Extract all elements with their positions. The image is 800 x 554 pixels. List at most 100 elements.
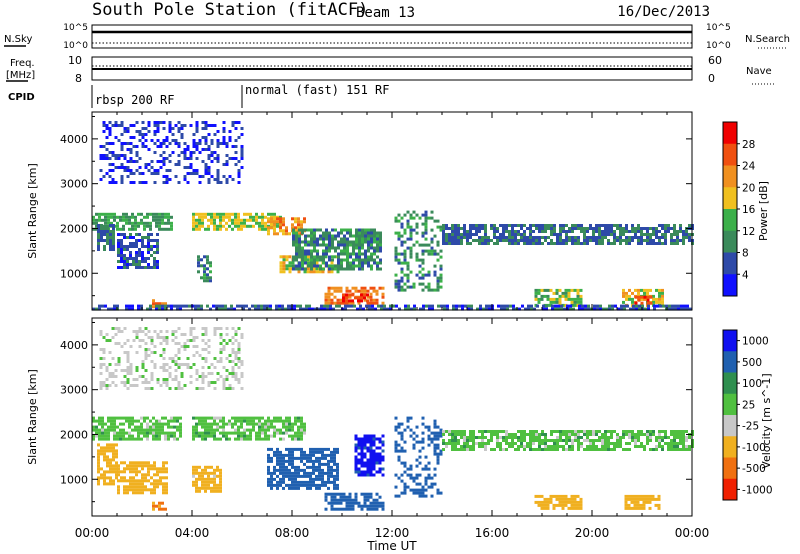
data-cell — [327, 468, 330, 472]
data-cell — [536, 304, 539, 308]
data-cell — [231, 218, 234, 222]
data-cell — [180, 375, 184, 378]
data-band — [92, 304, 692, 311]
data-cell — [135, 467, 138, 471]
data-cell — [291, 226, 294, 230]
data-band — [117, 461, 168, 495]
data-cell — [637, 430, 640, 433]
data-cell — [490, 433, 493, 436]
data-cell — [100, 230, 103, 233]
data-cell — [463, 236, 466, 239]
data-cell — [158, 227, 161, 231]
data-cell — [135, 257, 138, 260]
data-cell — [192, 336, 196, 339]
data-cell — [333, 477, 336, 481]
data-cell — [628, 433, 631, 436]
data-cell — [682, 236, 685, 239]
data-cell — [117, 363, 121, 366]
data-cell — [546, 497, 550, 501]
data-cell — [204, 437, 207, 441]
data-cell — [328, 231, 331, 235]
data-cell — [676, 433, 679, 436]
data-cell — [540, 494, 544, 498]
data-cell — [309, 459, 312, 463]
data-cell — [622, 233, 625, 236]
data-cell — [225, 221, 228, 225]
data-cell — [171, 151, 175, 154]
data-cell — [186, 166, 190, 169]
data-cell — [643, 445, 646, 448]
data-cell — [164, 307, 167, 311]
data-cell — [607, 224, 610, 227]
data-cell — [430, 476, 434, 480]
data-cell — [219, 431, 222, 435]
data-cell — [294, 431, 297, 435]
data-cell — [303, 474, 306, 478]
data-cell — [589, 430, 592, 433]
data-cell — [107, 224, 110, 228]
data-cell — [213, 327, 217, 330]
data-cell — [167, 437, 170, 441]
data-cell — [664, 442, 667, 445]
data-cell — [315, 459, 318, 463]
data-cell — [140, 428, 143, 432]
data-cell — [418, 461, 422, 465]
data-cell — [152, 416, 155, 420]
data-cell — [195, 336, 199, 339]
data-cell — [358, 246, 361, 250]
data-cell — [144, 485, 147, 489]
data-cell — [219, 419, 222, 423]
data-cell — [333, 498, 337, 502]
data-cell — [318, 447, 321, 451]
data-cell — [153, 464, 156, 468]
data-cell — [523, 242, 526, 245]
data-cell — [228, 157, 232, 160]
data-cell — [258, 422, 261, 426]
data-cell — [149, 304, 152, 308]
data-cell — [198, 477, 201, 481]
data-cell — [104, 212, 107, 216]
data-cell — [381, 449, 385, 453]
data-cell — [300, 422, 303, 426]
data-cell — [219, 215, 222, 219]
data-cell — [325, 264, 328, 268]
data-cell — [633, 494, 637, 498]
data-cell — [303, 431, 306, 435]
data-cell — [370, 252, 373, 256]
data-cell — [240, 372, 244, 375]
data-cell — [141, 482, 144, 486]
data-cell — [312, 459, 315, 463]
data-cell — [604, 439, 607, 442]
data-cell — [346, 252, 349, 256]
data-cell — [102, 384, 106, 387]
data-cell — [601, 436, 604, 439]
data-cell — [466, 442, 469, 445]
data-cell — [161, 302, 164, 306]
data-cell — [469, 430, 472, 433]
data-cell — [246, 419, 249, 423]
data-cell — [97, 245, 100, 248]
data-cell — [143, 428, 146, 432]
data-cell — [371, 307, 374, 311]
data-cell — [95, 221, 98, 225]
data-cell — [361, 261, 364, 265]
data-cell — [502, 227, 505, 230]
data-cell — [454, 445, 457, 448]
data-cell — [680, 304, 683, 308]
data-cell — [478, 442, 481, 445]
data-cell — [364, 258, 367, 262]
data-cell — [350, 304, 353, 308]
data-cell — [475, 224, 478, 227]
data-cell — [520, 224, 523, 227]
data-cell — [611, 304, 614, 308]
data-cell — [369, 446, 373, 450]
data-cell — [204, 121, 208, 124]
data-cell — [198, 215, 201, 219]
data-cell — [144, 351, 148, 354]
data-cell — [288, 474, 291, 478]
data-cell — [400, 285, 404, 289]
data-cell — [514, 239, 517, 242]
data-cell — [682, 230, 685, 233]
power-ylabel: Slant Range [km] — [26, 163, 39, 259]
data-cell — [264, 221, 267, 225]
